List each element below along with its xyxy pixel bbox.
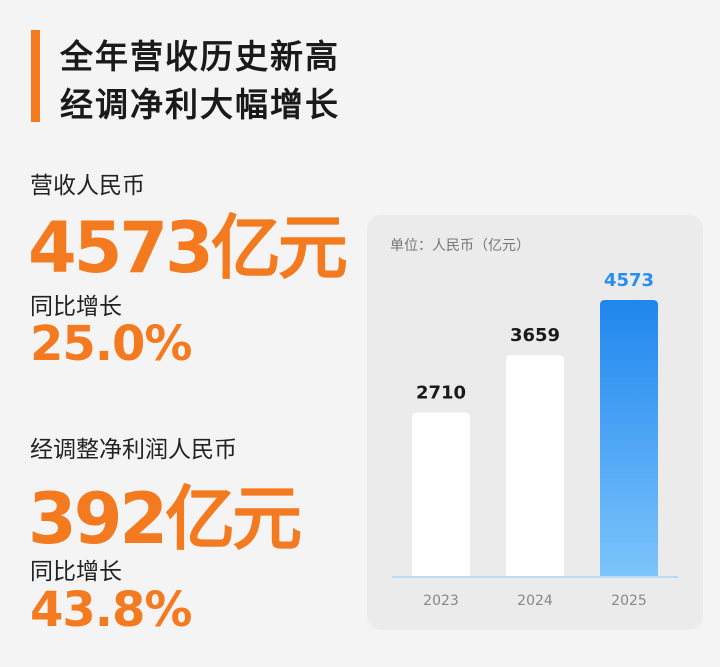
stat-label: 经调整净利润人民币	[30, 437, 237, 463]
growth-value: 25.0%	[30, 316, 193, 372]
bar	[600, 300, 658, 576]
x-tick-label: 2023	[423, 593, 459, 609]
value-label: 3659	[510, 325, 560, 346]
accent-bar	[31, 30, 40, 122]
bar	[506, 355, 564, 576]
growth-label: 同比增长	[30, 294, 122, 320]
x-tick-label: 2024	[517, 593, 553, 609]
title: 经调净利大幅增长	[60, 85, 340, 124]
stat-label: 营收人民币	[30, 173, 145, 199]
growth-value: 43.8%	[30, 582, 193, 638]
stat-value: 4573亿元	[28, 207, 348, 289]
title: 全年营收历史新高	[60, 37, 340, 76]
value-label: 2710	[416, 382, 466, 403]
growth-label: 同比增长	[30, 559, 122, 585]
bar	[412, 412, 470, 576]
chart-subtitle: 单位：人民币（亿元）	[390, 238, 530, 254]
value-label: 4573	[604, 270, 654, 291]
stat-value: 392亿元	[28, 478, 302, 560]
x-tick-label: 2025	[611, 593, 647, 609]
